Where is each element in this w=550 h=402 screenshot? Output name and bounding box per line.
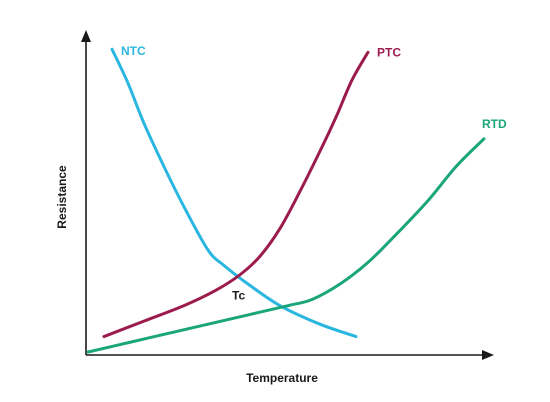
label-layer: NTC PTC RTD Tc [121, 44, 507, 302]
series-label-ntc: NTC [121, 44, 146, 58]
series-line-ptc [102, 50, 370, 339]
series-label-rtd: RTD [482, 117, 507, 131]
annotation-tc: Tc [232, 289, 245, 303]
series-line-ntc [110, 47, 358, 339]
x-axis-arrow [482, 350, 494, 360]
series-label-ptc: PTC [377, 45, 401, 59]
y-axis-arrow [81, 30, 91, 42]
x-axis-title: Temperature [246, 371, 318, 385]
series-line-rtd [86, 137, 486, 354]
series-layer [86, 47, 486, 354]
y-axis-title: Resistance [55, 165, 69, 229]
axes [81, 30, 494, 360]
